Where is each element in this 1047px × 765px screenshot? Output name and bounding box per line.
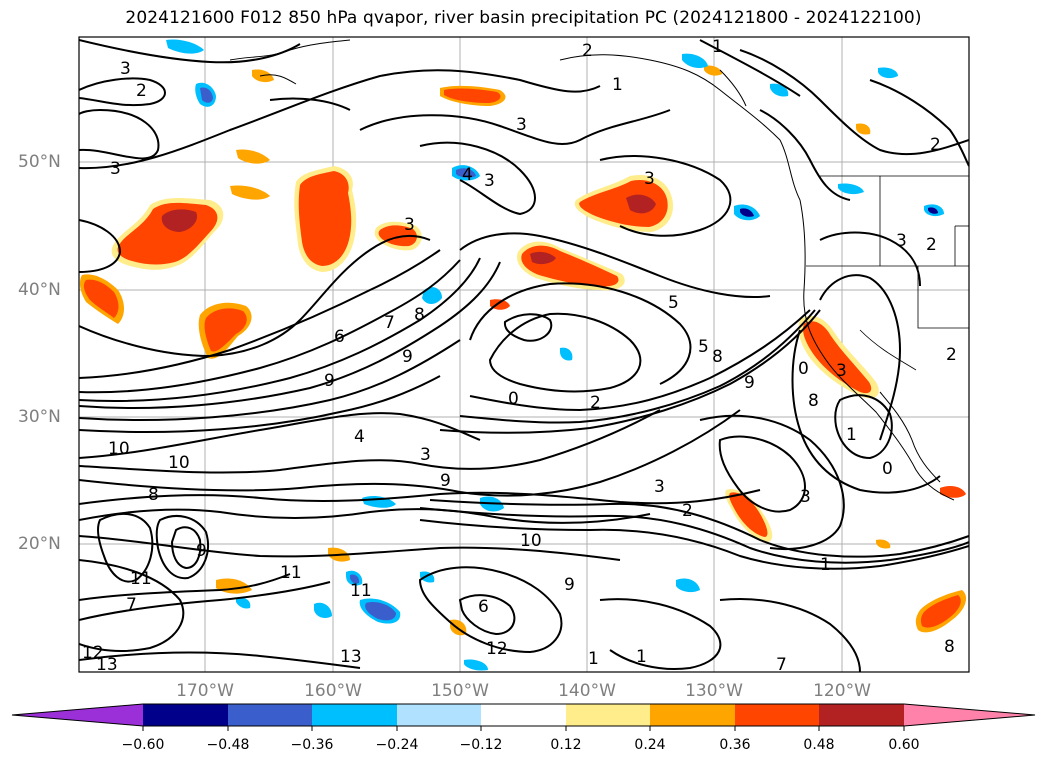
colorbar-extend-low [12, 704, 143, 726]
colorbar-segment [819, 704, 904, 726]
colorbar-tick-label: 0.36 [719, 737, 751, 753]
contour-label: 5 [698, 337, 709, 357]
colorbar-segment [481, 704, 566, 726]
contour-label: 4 [354, 427, 365, 447]
contour-label: 9 [196, 541, 207, 561]
contour-label: 1 [712, 37, 723, 57]
colorbar-tick-label: −0.48 [206, 737, 250, 753]
contour-label: 2 [682, 501, 693, 521]
contour-label: 0 [798, 359, 809, 379]
contour-label: 3 [404, 215, 415, 235]
colorbar-tick-label: 0.24 [634, 737, 666, 753]
contour-label: 1 [820, 555, 831, 575]
colorbar-tick-label: 0.60 [888, 737, 920, 753]
contour-label: 13 [96, 655, 118, 675]
colorbar-tick-label: 0.12 [550, 737, 582, 753]
lon-label-150w: 150°W [431, 681, 489, 701]
contour-label: 7 [126, 595, 137, 615]
contour-label: 10 [108, 439, 130, 459]
contour-label: 0 [882, 459, 893, 479]
map-frame [78, 36, 970, 673]
contour-label: 9 [402, 347, 413, 367]
lat-label-40n: 40°N [18, 280, 61, 300]
contour-label: 12 [82, 643, 104, 663]
contour-label: 9 [440, 471, 451, 491]
colorbar-segment [143, 704, 228, 726]
contour-label: 1 [588, 649, 599, 669]
contour-label: 6 [334, 327, 345, 347]
contour-label: 11 [130, 569, 152, 589]
contour-label: 11 [350, 581, 372, 601]
contour-label: 3 [120, 59, 131, 79]
contour-label: 7 [776, 655, 787, 675]
colorbar-segment [397, 704, 481, 726]
colorbar [11, 703, 1036, 731]
colorbar-tick-label: 0.48 [803, 737, 835, 753]
lat-label-50n: 50°N [18, 152, 61, 172]
colorbar-tick-label: −0.12 [459, 737, 503, 753]
contour-label: 2 [590, 393, 601, 413]
contour-label: 3 [836, 361, 847, 381]
contour-label: 8 [148, 485, 159, 505]
contour-label: 9 [564, 575, 575, 595]
contour-labels: 3 2 1 1 2 3 3 2 3 3 4 3 2 3 7 6 9 9 8 5 … [82, 37, 957, 675]
contour-label: 1 [612, 75, 623, 95]
contour-label: 8 [808, 391, 819, 411]
contour-label: 8 [944, 637, 955, 657]
colorbar-segment [735, 704, 819, 726]
lon-label-120w: 120°W [813, 681, 871, 701]
contour-label: 0 [508, 389, 519, 409]
colorbar-segment [312, 704, 397, 726]
colorbar-segment [228, 704, 312, 726]
contour-label: 3 [644, 169, 655, 189]
contour-label: 3 [800, 487, 811, 507]
colorbar-segment [566, 704, 650, 726]
colorbar-tick-label: −0.60 [121, 737, 165, 753]
lat-label-20n: 20°N [18, 534, 61, 554]
qvapor-contours [79, 39, 969, 672]
contour-label: 6 [478, 597, 489, 617]
positive-pc-shading [79, 65, 967, 636]
contour-label: 10 [168, 453, 190, 473]
contour-label: 2 [582, 41, 593, 61]
colorbar-tick-label: −0.24 [375, 737, 419, 753]
map-title: 2024121600 F012 850 hPa qvapor, river ba… [125, 8, 922, 28]
contour-label: 2 [930, 135, 941, 155]
colorbar-tick-label: −0.36 [290, 737, 334, 753]
contour-label: 11 [280, 563, 302, 583]
lat-label-30n: 30°N [18, 407, 61, 427]
contour-label: 12 [486, 639, 508, 659]
contour-label: 13 [340, 647, 362, 667]
contour-label: 9 [324, 371, 335, 391]
contour-label: 3 [516, 115, 527, 135]
contour-label: 10 [520, 531, 542, 551]
contour-label: 3 [896, 231, 907, 251]
lon-label-130w: 130°W [685, 681, 743, 701]
map-panel: 3 2 1 1 2 3 3 2 3 3 4 3 2 3 7 6 9 9 8 5 … [79, 37, 969, 675]
contour-label: 2 [946, 345, 957, 365]
contour-label: 8 [712, 347, 723, 367]
contour-label: 2 [136, 81, 147, 101]
coastlines [229, 39, 969, 501]
colorbar-extend-high [904, 704, 1035, 726]
contour-label: 1 [636, 647, 647, 667]
contour-label: 4 [462, 165, 473, 185]
lon-label-170w: 170°W [176, 681, 234, 701]
contour-label: 3 [420, 445, 431, 465]
contour-label: 3 [484, 171, 495, 191]
graticule [79, 37, 969, 672]
contour-label: 5 [668, 293, 679, 313]
contour-label: 2 [926, 235, 937, 255]
contour-label: 3 [654, 477, 665, 497]
contour-label: 1 [846, 425, 857, 445]
lon-label-160w: 160°W [304, 681, 362, 701]
colorbar-segment [650, 704, 735, 726]
contour-label: 3 [110, 159, 121, 179]
contour-label: 7 [384, 313, 395, 333]
contour-label: 8 [414, 305, 425, 325]
lon-label-140w: 140°W [558, 681, 616, 701]
contour-label: 9 [744, 373, 755, 393]
